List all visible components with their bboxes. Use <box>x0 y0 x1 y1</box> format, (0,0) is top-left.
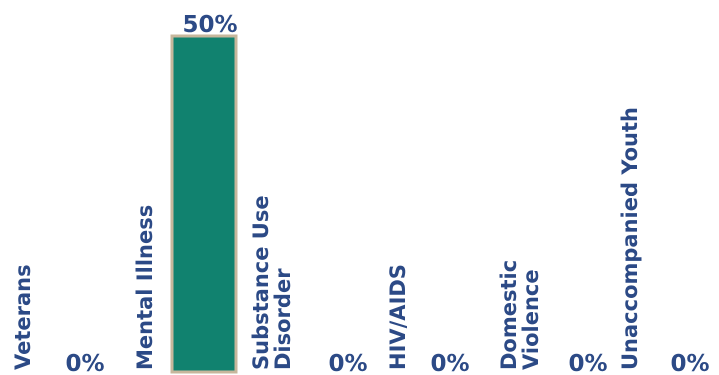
category-label-mental-illness: Mental Illness <box>133 205 157 370</box>
value-label-unaccompanied-youth: 0% <box>670 351 709 375</box>
value-label-domestic-violence: 0% <box>568 351 607 375</box>
value-label-veterans: 0% <box>65 351 104 375</box>
value-label-mental-illness: 50% <box>182 12 237 38</box>
bars-layer <box>170 34 238 374</box>
value-label-substance-use-disorder: 0% <box>328 351 367 375</box>
category-label-unaccompanied-youth: Unaccompanied Youth <box>618 107 642 370</box>
category-label-veterans: Veterans <box>11 264 35 370</box>
category-label-hiv-aids: HIV/AIDS <box>386 264 410 370</box>
category-label-domestic-violence: DomesticViolence <box>497 260 543 370</box>
category-label-substance-use-disorder: Substance UseDisorder <box>249 195 295 370</box>
value-labels-layer: 0% 50% 0% 0% 0% 0% <box>65 12 709 375</box>
bar-mental-illness <box>170 34 238 374</box>
value-label-hiv-aids: 0% <box>430 351 469 375</box>
category-labels-layer: Veterans Mental Illness Substance UseDisor… <box>11 107 642 370</box>
